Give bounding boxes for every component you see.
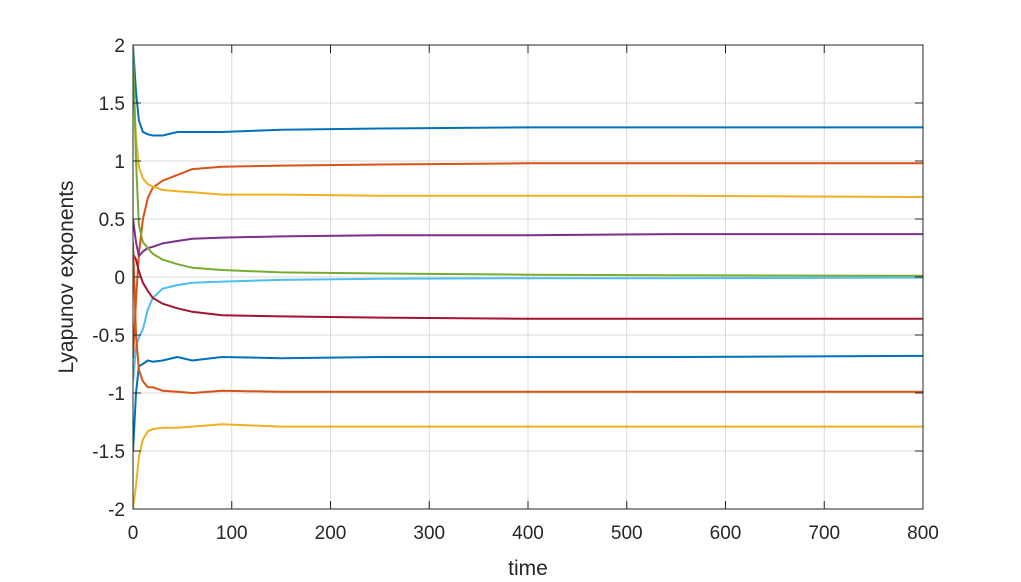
series-line-4 bbox=[133, 218, 923, 258]
x-tick-labels: 0 100 200 300 400 500 600 700 800 bbox=[128, 523, 939, 544]
x-tick-label: 800 bbox=[907, 523, 939, 544]
x-tick-label: 600 bbox=[710, 523, 742, 544]
series-line-5 bbox=[133, 45, 923, 277]
series-line-3 bbox=[133, 68, 923, 198]
y-tick-labels: -2 -1.5 -1 -0.5 0 0.5 1 1.5 2 bbox=[92, 36, 125, 521]
x-tick-label: 100 bbox=[216, 523, 248, 544]
y-tick-label: -1 bbox=[108, 384, 125, 405]
series-line-8 bbox=[133, 354, 923, 452]
y-axis-title: Lyapunov exponents bbox=[55, 180, 78, 373]
y-tick-label: -2 bbox=[108, 500, 125, 521]
x-tick-label: 400 bbox=[512, 523, 544, 544]
x-tick-label: 700 bbox=[808, 523, 840, 544]
y-tick-label: 1.5 bbox=[99, 94, 125, 115]
series-line-7 bbox=[133, 253, 923, 320]
y-tick-label: 0.5 bbox=[99, 210, 125, 231]
y-tick-label: 2 bbox=[114, 36, 125, 57]
y-tick-label: 0 bbox=[114, 268, 125, 289]
y-tick-label: -0.5 bbox=[92, 326, 125, 347]
x-tick-label: 200 bbox=[315, 523, 347, 544]
series-line-9 bbox=[133, 242, 923, 394]
y-tick-label: 1 bbox=[114, 152, 125, 173]
y-tick-label: -1.5 bbox=[92, 442, 125, 463]
x-tick-label: 300 bbox=[413, 523, 445, 544]
series-line-2 bbox=[133, 162, 923, 359]
x-tick-label: 500 bbox=[611, 523, 643, 544]
x-tick-label: 0 bbox=[128, 523, 139, 544]
tick-marks bbox=[132, 44, 924, 510]
series-line-1 bbox=[133, 45, 923, 137]
x-axis-title: time bbox=[508, 557, 548, 580]
